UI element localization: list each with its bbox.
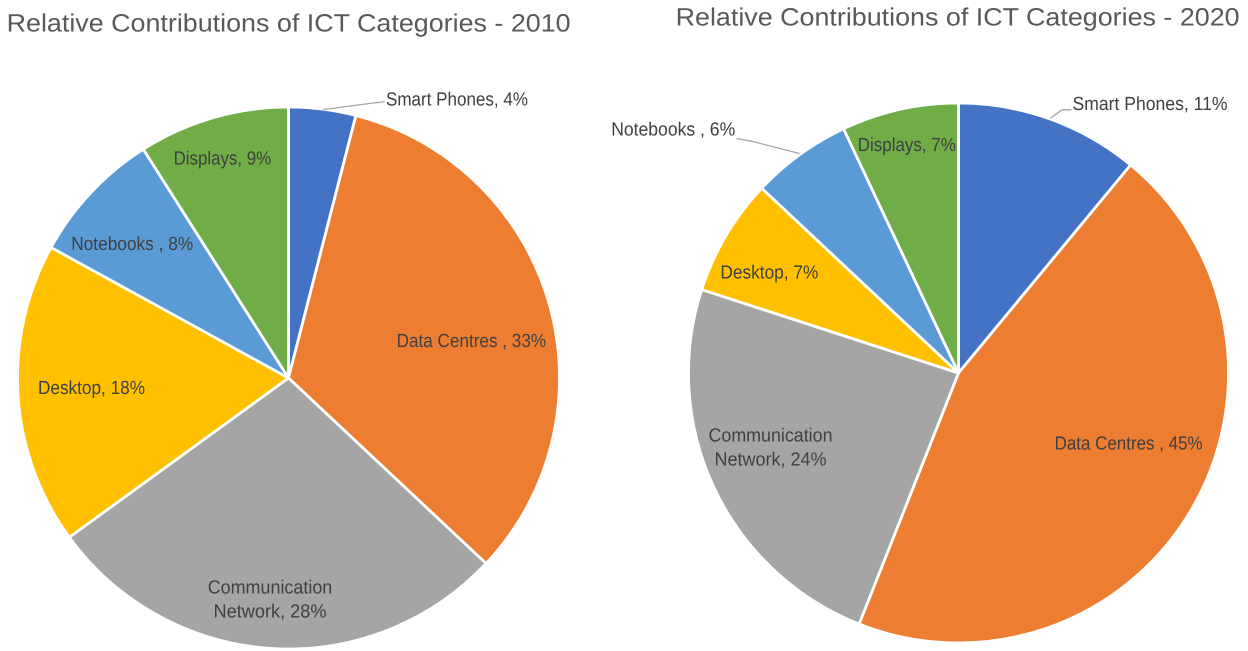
svg-text:Desktop, 7%: Desktop, 7%: [720, 262, 818, 283]
svg-text:Smart Phones, 11%: Smart Phones, 11%: [1073, 94, 1228, 115]
svg-text:Displays, 7%: Displays, 7%: [858, 135, 956, 156]
svg-text:Network, 28%: Network, 28%: [214, 601, 327, 622]
svg-text:Relative Contributions of ICT: Relative Contributions of ICT Categories…: [676, 4, 1240, 32]
svg-text:Desktop, 18%: Desktop, 18%: [38, 378, 145, 399]
svg-text:Notebooks , 6%: Notebooks , 6%: [611, 120, 735, 141]
svg-text:Network, 24%: Network, 24%: [715, 449, 827, 470]
svg-text:Data Centres , 45%: Data Centres , 45%: [1055, 434, 1203, 455]
svg-text:Smart Phones, 4%: Smart Phones, 4%: [386, 89, 528, 110]
svg-text:Data Centres , 33%: Data Centres , 33%: [397, 331, 547, 352]
svg-text:Displays, 9%: Displays, 9%: [174, 149, 272, 170]
svg-text:Communication: Communication: [208, 578, 333, 599]
svg-text:Communication: Communication: [709, 425, 833, 446]
svg-text:Notebooks , 8%: Notebooks , 8%: [71, 234, 193, 255]
svg-text:Relative Contributions of ICT: Relative Contributions of ICT Categories…: [7, 10, 571, 38]
